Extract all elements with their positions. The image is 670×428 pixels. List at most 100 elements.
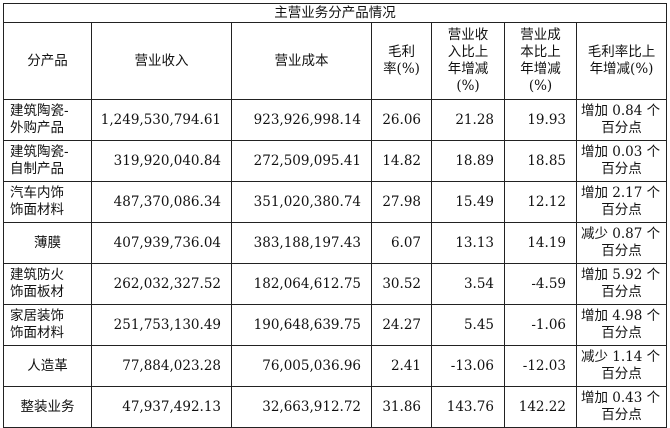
cell-product: 建筑陶瓷- 外购产品: [3, 99, 92, 141]
cell-revenue: 47,937,492.13: [91, 386, 232, 428]
product-text: 自制产品: [10, 161, 64, 177]
cell-revenue-change: 13.13: [431, 222, 505, 264]
margin-change-text: 百分点: [601, 161, 642, 177]
header-cost-change: 营业成 本比上 年增减 (%): [504, 22, 577, 100]
margin-change-text: 减少 0.87 个: [581, 226, 661, 242]
cell-margin-change: 增加 0.43 个百分点: [576, 386, 667, 428]
cell-margin-change: 增加 0.84 个百分点: [576, 99, 667, 141]
cell-revenue-change: 143.76: [431, 386, 505, 428]
margin-change-text: 百分点: [601, 202, 642, 218]
header-text: 率(%): [383, 61, 420, 77]
cell-cost-change: 19.93: [504, 99, 577, 141]
cell-revenue: 262,032,327.52: [91, 263, 232, 305]
header-text: 年增减: [520, 61, 561, 77]
cell-margin-change: 增加 2.17 个百分点: [576, 181, 667, 223]
product-text: 饰面材料: [10, 325, 64, 341]
cell-margin: 6.07: [371, 222, 432, 264]
header-margin-change: 毛利率比上 年增减(%): [576, 22, 667, 100]
cell-revenue: 77,884,023.28: [91, 345, 232, 387]
product-text: 人造革: [27, 357, 68, 374]
margin-change-text: 增加 0.43 个: [581, 390, 661, 406]
cell-cost: 272,509,095.41: [231, 140, 372, 182]
margin-change-text: 增加 5.92 个: [581, 267, 661, 283]
product-text: 饰面材料: [10, 202, 64, 218]
cell-revenue-change: -13.06: [431, 345, 505, 387]
cell-cost: 32,663,912.72: [231, 386, 372, 428]
cell-cost-change: 18.85: [504, 140, 577, 182]
cell-cost: 76,005,036.96: [231, 345, 372, 387]
cell-product: 薄膜: [3, 222, 92, 264]
product-text: 薄膜: [34, 234, 61, 251]
cell-cost: 923,926,998.14: [231, 99, 372, 141]
product-text: 建筑陶瓷-: [10, 103, 69, 119]
cell-product: 整装业务: [3, 386, 92, 428]
cell-product: 家居装饰 饰面材料: [3, 304, 92, 346]
header-text: 营业收: [447, 27, 489, 43]
cell-margin-change: 增加 4.98 个百分点: [576, 304, 667, 346]
header-text: 营业成: [520, 27, 561, 43]
cell-revenue-change: 18.89: [431, 140, 505, 182]
cell-revenue: 319,920,040.84: [91, 140, 232, 182]
header-revenue-change: 营业收 入比上 年增减 (%): [431, 22, 505, 100]
margin-change-text: 增加 0.03 个: [581, 144, 661, 160]
cell-margin-change: 增加 0.03 个百分点: [576, 140, 667, 182]
cell-cost-change: 12.12: [504, 181, 577, 223]
table-row: 建筑防火 饰面板材 262,032,327.52 182,064,612.75 30.5…: [3, 263, 667, 305]
table-row: 人造革 77,884,023.28 76,005,036.96 2.41 -13.06-…: [3, 345, 667, 387]
margin-change-text: 百分点: [601, 120, 642, 136]
header-product: 分产品: [3, 22, 92, 100]
table-title: 主营业务分产品情况: [3, 3, 667, 23]
cell-product: 建筑防火 饰面板材: [3, 263, 92, 305]
margin-change-text: 减少 1.14 个: [581, 349, 661, 365]
header-text: 营业成本: [274, 52, 329, 69]
cell-product: 汽车内饰 饰面材料: [3, 181, 92, 223]
table-row: 薄膜 407,939,736.04 383,188,197.43 6.07 13.13 1…: [3, 222, 667, 264]
table-row: 家居装饰 饰面材料 251,753,130.49 190,648,639.75 24.2…: [3, 304, 667, 346]
header-text: 入比上: [447, 44, 489, 60]
margin-change-text: 百分点: [601, 366, 642, 382]
table-row: 汽车内饰 饰面材料 487,370,086.34 351,020,380.74 27.9…: [3, 181, 667, 223]
cell-cost-change: -4.59: [504, 263, 577, 305]
product-text: 建筑陶瓷-: [10, 144, 69, 160]
margin-change-text: 增加 2.17 个: [581, 185, 661, 201]
header-revenue: 营业收入: [91, 22, 232, 100]
cell-margin: 2.41: [371, 345, 432, 387]
margin-change-text: 百分点: [601, 325, 642, 341]
cell-margin: 31.86: [371, 386, 432, 428]
header-text: 分产品: [27, 52, 68, 69]
product-text: 外购产品: [10, 120, 64, 136]
table-body: 建筑陶瓷- 外购产品 1,249,530,794.61 923,926,998.14 2…: [3, 99, 667, 428]
cell-revenue-change: 3.54: [431, 263, 505, 305]
cell-margin: 24.27: [371, 304, 432, 346]
margin-change-text: 增加 4.98 个: [581, 308, 661, 324]
product-text: 饰面板材: [10, 284, 64, 300]
cell-cost: 383,188,197.43: [231, 222, 372, 264]
cell-cost-change: -12.03: [504, 345, 577, 387]
cell-cost-change: -1.06: [504, 304, 577, 346]
cell-margin: 26.06: [371, 99, 432, 141]
cell-revenue-change: 5.45: [431, 304, 505, 346]
cell-cost-change: 14.19: [504, 222, 577, 264]
cell-cost: 351,020,380.74: [231, 181, 372, 223]
table-row: 建筑陶瓷- 外购产品 1,249,530,794.61 923,926,998.14 2…: [3, 99, 667, 141]
product-text: 建筑防火: [10, 267, 64, 283]
header-text: 年增减(%): [589, 61, 654, 77]
cell-margin: 14.82: [371, 140, 432, 182]
cell-cost: 190,648,639.75: [231, 304, 372, 346]
cell-revenue-change: 21.28: [431, 99, 505, 141]
cell-revenue-change: 15.49: [431, 181, 505, 223]
cell-product: 人造革: [3, 345, 92, 387]
cell-margin-change: 增加 5.92 个百分点: [576, 263, 667, 305]
cell-margin: 30.52: [371, 263, 432, 305]
table-row: 整装业务 47,937,492.13 32,663,912.72 31.86 143.7…: [3, 386, 667, 428]
cell-margin-change: 减少 0.87 个百分点: [576, 222, 667, 264]
cell-revenue: 407,939,736.04: [91, 222, 232, 264]
cell-cost-change: 142.22: [504, 386, 577, 428]
header-text: 毛利: [388, 44, 415, 60]
header-margin: 毛利 率(%): [371, 22, 432, 100]
cell-cost: 182,064,612.75: [231, 263, 372, 305]
header-text: (%): [456, 78, 480, 94]
product-text: 汽车内饰: [10, 185, 64, 201]
cell-product: 建筑陶瓷- 自制产品: [3, 140, 92, 182]
cell-margin-change: 减少 1.14 个百分点: [576, 345, 667, 387]
